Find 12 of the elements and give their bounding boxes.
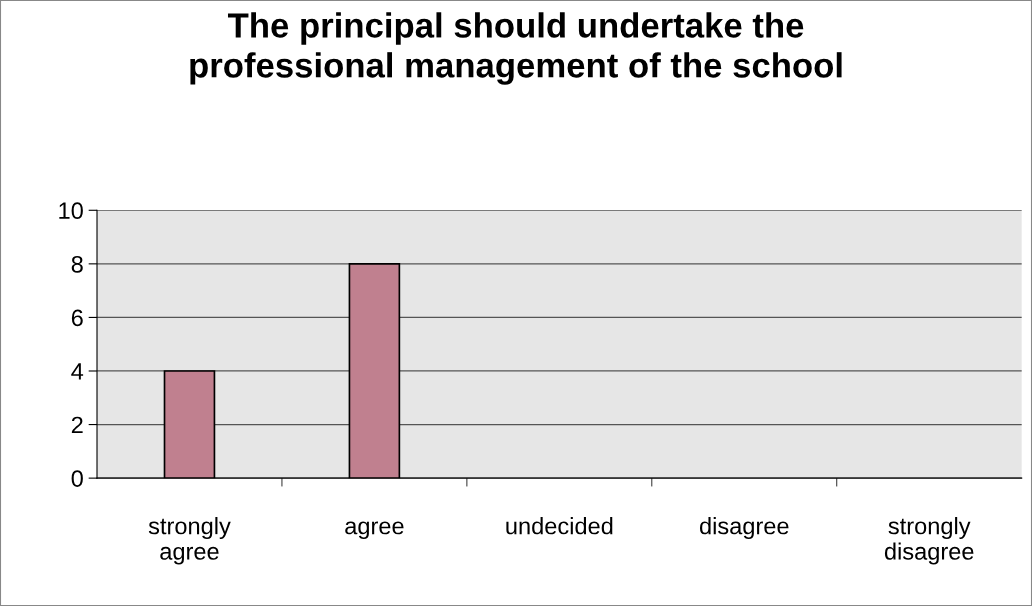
x-tick-label: strongly agree xyxy=(148,517,231,565)
y-tick-label: 8 xyxy=(71,255,83,273)
x-tick-label: undecided xyxy=(506,517,613,535)
y-tick-label: 4 xyxy=(71,363,84,380)
chart-title: The principal should undertake the professional management of the school xyxy=(190,12,842,85)
y-tick-label: 10 xyxy=(59,202,83,220)
y-tick-label: 6 xyxy=(71,309,83,327)
x-tick-label: disagree xyxy=(699,517,789,540)
y-tick-label: 0 xyxy=(71,470,83,487)
x-tick-label: strongly disagree xyxy=(884,517,974,565)
x-tick-label: agree xyxy=(345,521,404,540)
y-tick-label: 2 xyxy=(71,416,83,434)
